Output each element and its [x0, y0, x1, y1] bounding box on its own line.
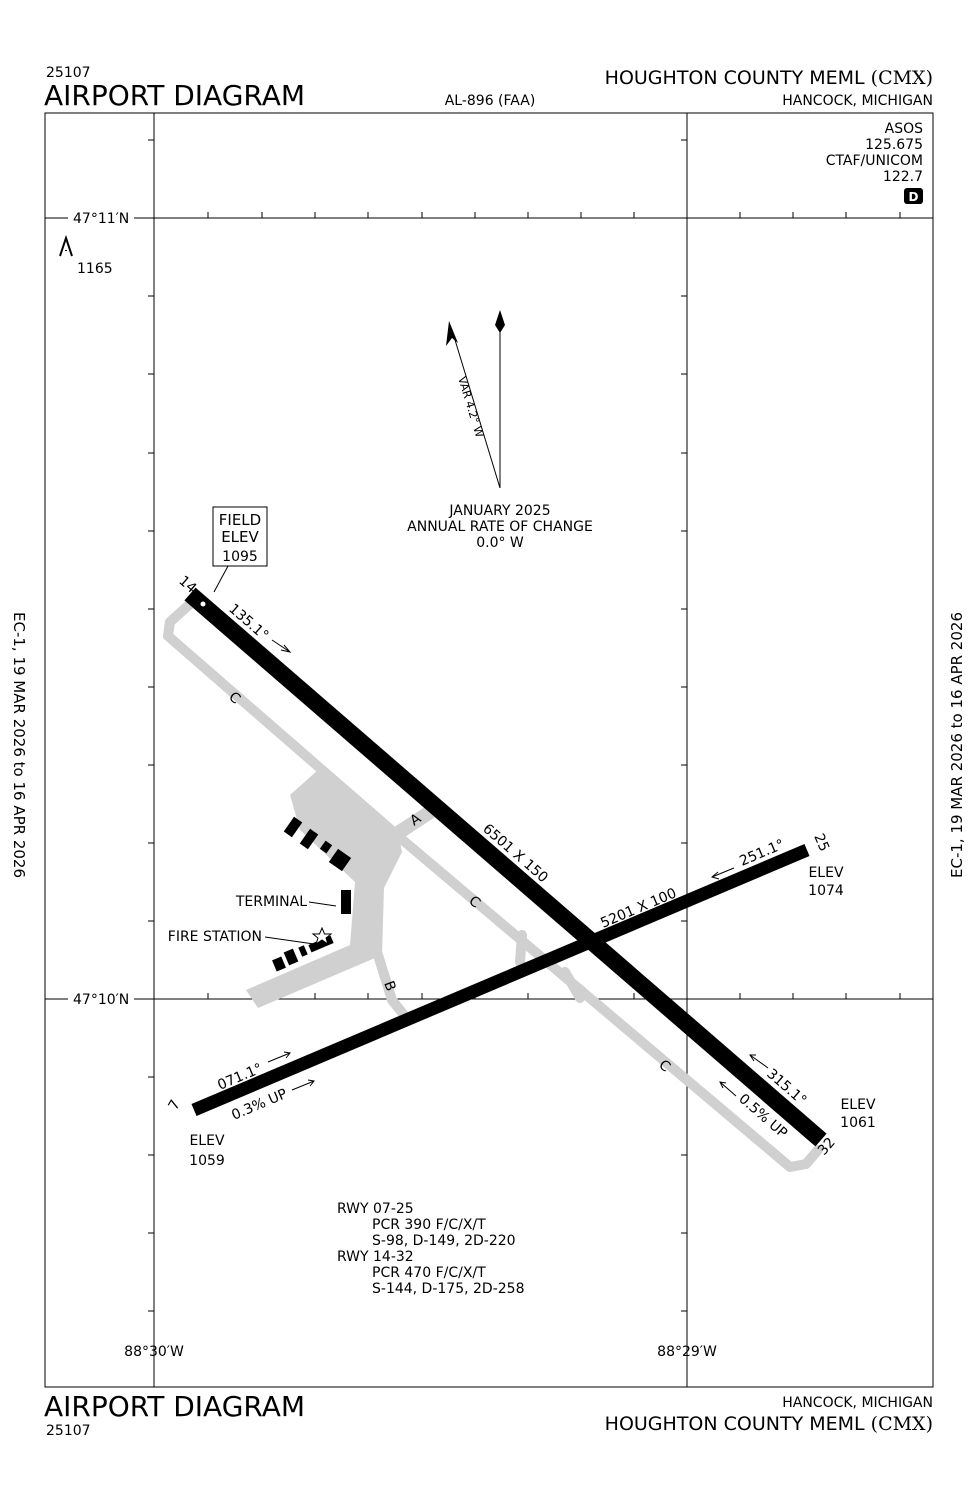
elev-label: ELEV: [808, 865, 843, 881]
apron: [246, 770, 402, 1008]
ident: (CMX): [871, 67, 933, 89]
label-bg: [68, 210, 134, 226]
location: HANCOCK, MICHIGAN: [782, 1395, 933, 1411]
hangar: [328, 848, 352, 872]
airport: HOUGHTON COUNTY MEML: [605, 67, 865, 89]
runway-07-25: [191, 844, 810, 1116]
location: HANCOCK, MICHIGAN: [782, 93, 933, 109]
mag-date: JANUARY 2025: [448, 503, 550, 519]
building: [283, 948, 299, 966]
d-symbol: D: [909, 190, 919, 204]
airport: HOUGHTON COUNTY MEML: [605, 1413, 865, 1435]
true-north-arrow: [495, 310, 505, 333]
magnetic-north-line: [451, 329, 501, 489]
effective-dates: EC-1, 19 MAR 2026 to 16 APR 2026: [948, 612, 966, 878]
airport-name: HOUGHTON COUNTY MEML (CMX): [605, 1413, 933, 1435]
heading-arrow: [710, 867, 735, 880]
heading-arrow: [271, 639, 292, 653]
latitude: 47°11′N: [73, 211, 129, 227]
runway-end: 25: [810, 831, 832, 854]
terminal-label: TERMINAL: [235, 894, 307, 910]
elev-label: ELEV: [189, 1133, 224, 1149]
elevation-point: [200, 601, 206, 607]
taxiway-connector: [560, 967, 585, 1003]
building: [298, 945, 308, 957]
fire-station-symbol: [311, 926, 333, 946]
terminal-building: [341, 890, 351, 914]
pointer: [308, 901, 337, 907]
procedure: AL-896 (FAA): [445, 93, 536, 109]
field-elev-box: [212, 506, 268, 567]
elev-value: 1061: [840, 1115, 876, 1131]
comm: 125.675: [865, 137, 923, 153]
heading-arrow: [267, 1051, 291, 1063]
effective-dates: EC-1, 19 MAR 2026 to 16 APR 2026: [10, 612, 28, 878]
runway-data: PCR 470 F/C/X/T: [372, 1265, 486, 1281]
hangar: [299, 828, 319, 850]
chart-title: AIRPORT DIAGRAM: [44, 79, 305, 112]
comm: ASOS: [885, 121, 923, 137]
field-elev-value: 1095: [222, 549, 258, 565]
ticks: [99, 139, 901, 1312]
obstacle-elevation: 1165: [77, 261, 113, 277]
longitude: 88°29′W: [657, 1344, 717, 1360]
hangar: [319, 840, 333, 854]
chart-title: AIRPORT DIAGRAM: [44, 1390, 305, 1423]
taxiway-b: [373, 950, 409, 1020]
mag-label: ANNUAL RATE OF CHANGE: [407, 519, 593, 535]
ident: (CMX): [871, 1413, 933, 1435]
taxiway-a: [388, 805, 437, 842]
magnetic-north-arrow: [446, 321, 458, 346]
mag-rate: 0.0° W: [476, 535, 524, 551]
field-elev: FIELD: [219, 511, 261, 529]
field-elev-pointer: [213, 565, 229, 593]
gradient-arrow: [291, 1079, 315, 1091]
frame: [44, 112, 934, 1388]
obstacle-symbol: [59, 234, 73, 257]
hangar: [283, 816, 303, 838]
chart-number: 25107: [46, 65, 91, 81]
d-box: [904, 188, 923, 204]
chart-number: 25107: [46, 1423, 91, 1439]
taxiway-connector: [515, 930, 527, 967]
elev-value: 1074: [808, 883, 844, 899]
taxiway-c: [163, 599, 823, 1172]
elev-label: ELEV: [840, 1097, 875, 1113]
building: [308, 935, 334, 953]
comm: 122.7: [883, 169, 923, 185]
pointer: [264, 936, 315, 945]
airport-name: HOUGHTON COUNTY MEML (CMX): [605, 67, 933, 89]
runway-data: S-144, D-175, 2D-258: [372, 1281, 524, 1297]
longitude: 88°30′W: [124, 1344, 184, 1360]
runway-data: S-98, D-149, 2D-220: [372, 1233, 516, 1249]
runway-14-32: [184, 587, 827, 1147]
latitude: 47°10′N: [73, 992, 129, 1008]
fire-station-label: FIRE STATION: [168, 929, 262, 945]
gradient-arrow: [719, 1081, 737, 1097]
comm: CTAF/UNICOM: [826, 153, 923, 169]
runway-data: RWY 14-32: [337, 1249, 414, 1265]
building: [272, 956, 286, 972]
elev-value: 1059: [189, 1153, 225, 1169]
runway-data: PCR 390 F/C/X/T: [372, 1217, 486, 1233]
buildings: [272, 816, 352, 972]
label-bg: [68, 991, 134, 1007]
heading-arrow: [749, 1054, 769, 1069]
field-elev: ELEV: [221, 528, 259, 546]
runway-data: RWY 07-25: [337, 1201, 414, 1217]
